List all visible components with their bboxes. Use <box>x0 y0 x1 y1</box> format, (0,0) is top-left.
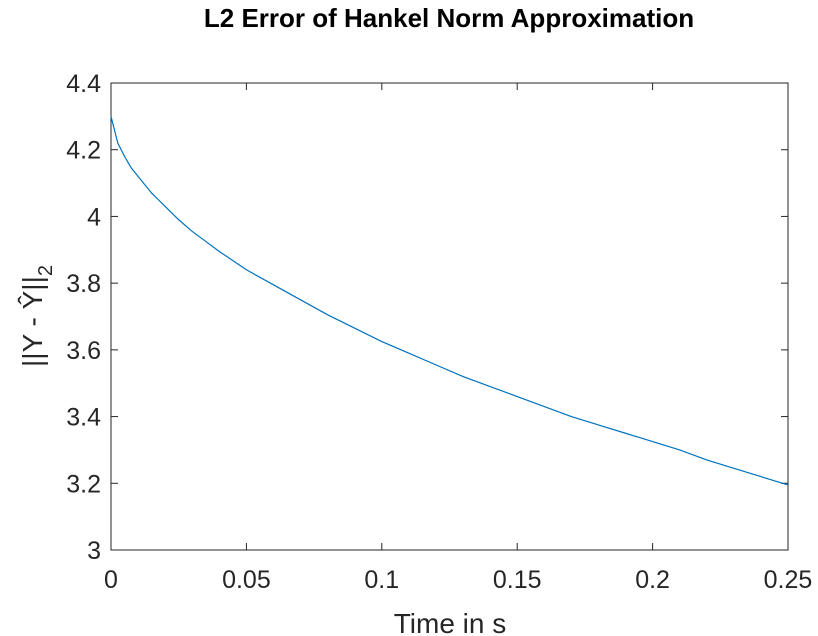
y-tick-label: 3.6 <box>66 337 101 365</box>
x-tick-label: 0.25 <box>764 566 813 594</box>
y-axis-label-main: ||Y - Ŷ|| <box>17 276 48 367</box>
y-tick-label: 3 <box>87 537 101 565</box>
series-layer <box>110 116 789 486</box>
x-tick-label: 0 <box>104 566 118 594</box>
y-tick-label: 3.4 <box>66 404 101 432</box>
chart-title: L2 Error of Hankel Norm Approximation <box>204 3 694 33</box>
y-axis: 3 3.2 3.4 3.6 3.8 4 4.2 4.4 <box>66 70 788 565</box>
y-axis-label-subscript: 2 <box>35 265 57 276</box>
y-tick-label: 4.4 <box>66 70 101 98</box>
x-axis: 0 0.05 0.1 0.15 0.2 0.25 <box>104 83 812 594</box>
axes-box <box>110 82 789 551</box>
series-line <box>110 116 789 486</box>
y-axis-label: ||Y - Ŷ||2 <box>17 265 57 367</box>
y-tick-label: 4 <box>87 203 101 231</box>
plot-area <box>110 82 789 551</box>
x-axis-label: Time in s <box>394 608 507 636</box>
x-tick-label: 0.15 <box>493 566 542 594</box>
y-tick-label: 4.2 <box>66 137 101 165</box>
y-tick-label: 3.2 <box>66 470 101 498</box>
x-tick-label: 0.05 <box>222 566 271 594</box>
x-tick-label: 0.2 <box>635 566 670 594</box>
y-tick-label: 3.8 <box>66 270 101 298</box>
x-tick-label: 0.1 <box>364 566 399 594</box>
